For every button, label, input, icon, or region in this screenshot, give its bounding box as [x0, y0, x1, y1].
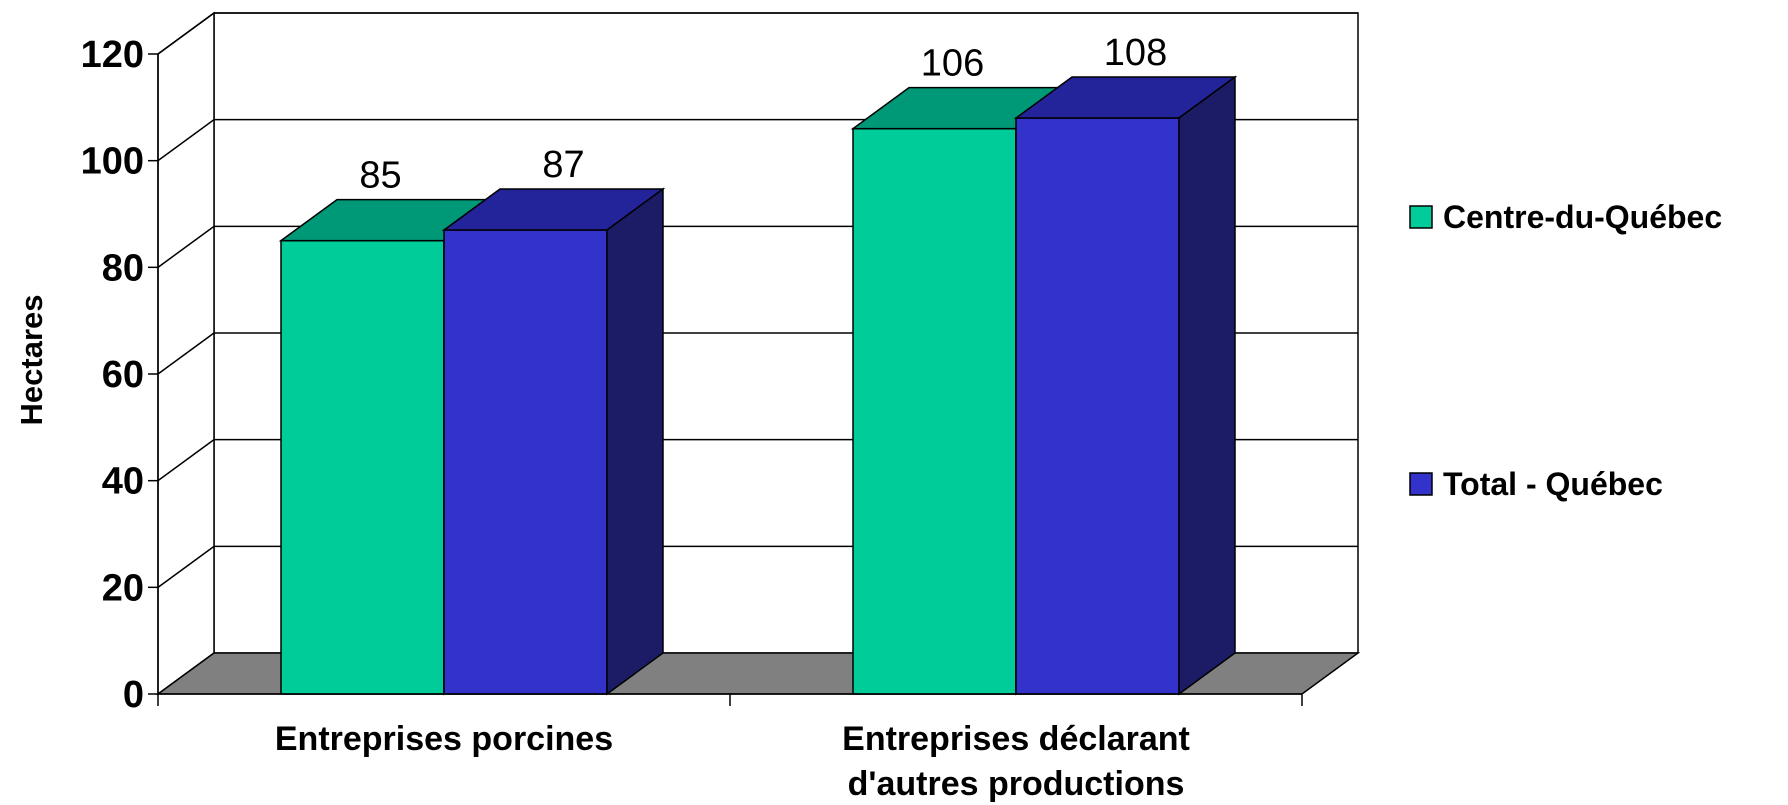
bar-front: [1015, 117, 1180, 695]
gridline-diagonal: [157, 439, 215, 482]
gridline-diagonal: [157, 225, 215, 268]
x-category-label-line: Entreprises déclarant: [842, 720, 1190, 758]
bar-front: [852, 127, 1017, 695]
bar-total-quebec: 108: [1013, 32, 1238, 696]
x-category-label: Entreprises déclarant d'autres production…: [842, 720, 1190, 803]
bar-side: [606, 187, 664, 696]
y-tick-label: 0: [123, 674, 144, 716]
y-tick-label: 40: [102, 461, 144, 503]
x-category-label-line: d'autres productions: [848, 765, 1185, 803]
y-tick-label: 120: [81, 34, 144, 76]
bar-front: [280, 239, 445, 695]
y-tick-label: 60: [102, 354, 144, 396]
gridline-diagonal: [157, 332, 215, 375]
legend-label: Total - Québec: [1443, 466, 1663, 502]
y-axis: 0 20 40 60 80 100 120: [81, 34, 159, 716]
y-tick-label: 100: [81, 141, 144, 183]
legend: Centre-du-Québec Total - Québec: [1409, 199, 1722, 502]
gridline-diagonal: [157, 545, 215, 588]
data-label: 108: [1104, 32, 1167, 74]
legend-label: Centre-du-Québec: [1443, 199, 1722, 235]
bar-side: [1178, 75, 1236, 696]
legend-swatch: [1409, 205, 1433, 229]
y-tick-label: 20: [102, 567, 144, 609]
bars: 85 87 106 108: [278, 32, 1238, 696]
y-axis-label: Hectares: [14, 295, 49, 426]
data-label: 106: [921, 43, 984, 85]
bar-front: [443, 229, 608, 695]
legend-swatch: [1409, 472, 1433, 496]
data-label: 87: [542, 144, 584, 186]
data-label: 85: [359, 155, 401, 197]
x-category-label: Entreprises porcines: [275, 720, 613, 758]
bar-total-quebec: 87: [441, 144, 666, 696]
gridline-diagonal: [157, 12, 215, 55]
x-category-label-line: Entreprises porcines: [275, 720, 613, 758]
x-axis: Entreprises porcines Entreprises déclaran…: [157, 693, 1303, 803]
y-tick-label: 80: [102, 247, 144, 289]
gridline-diagonal: [157, 119, 215, 162]
